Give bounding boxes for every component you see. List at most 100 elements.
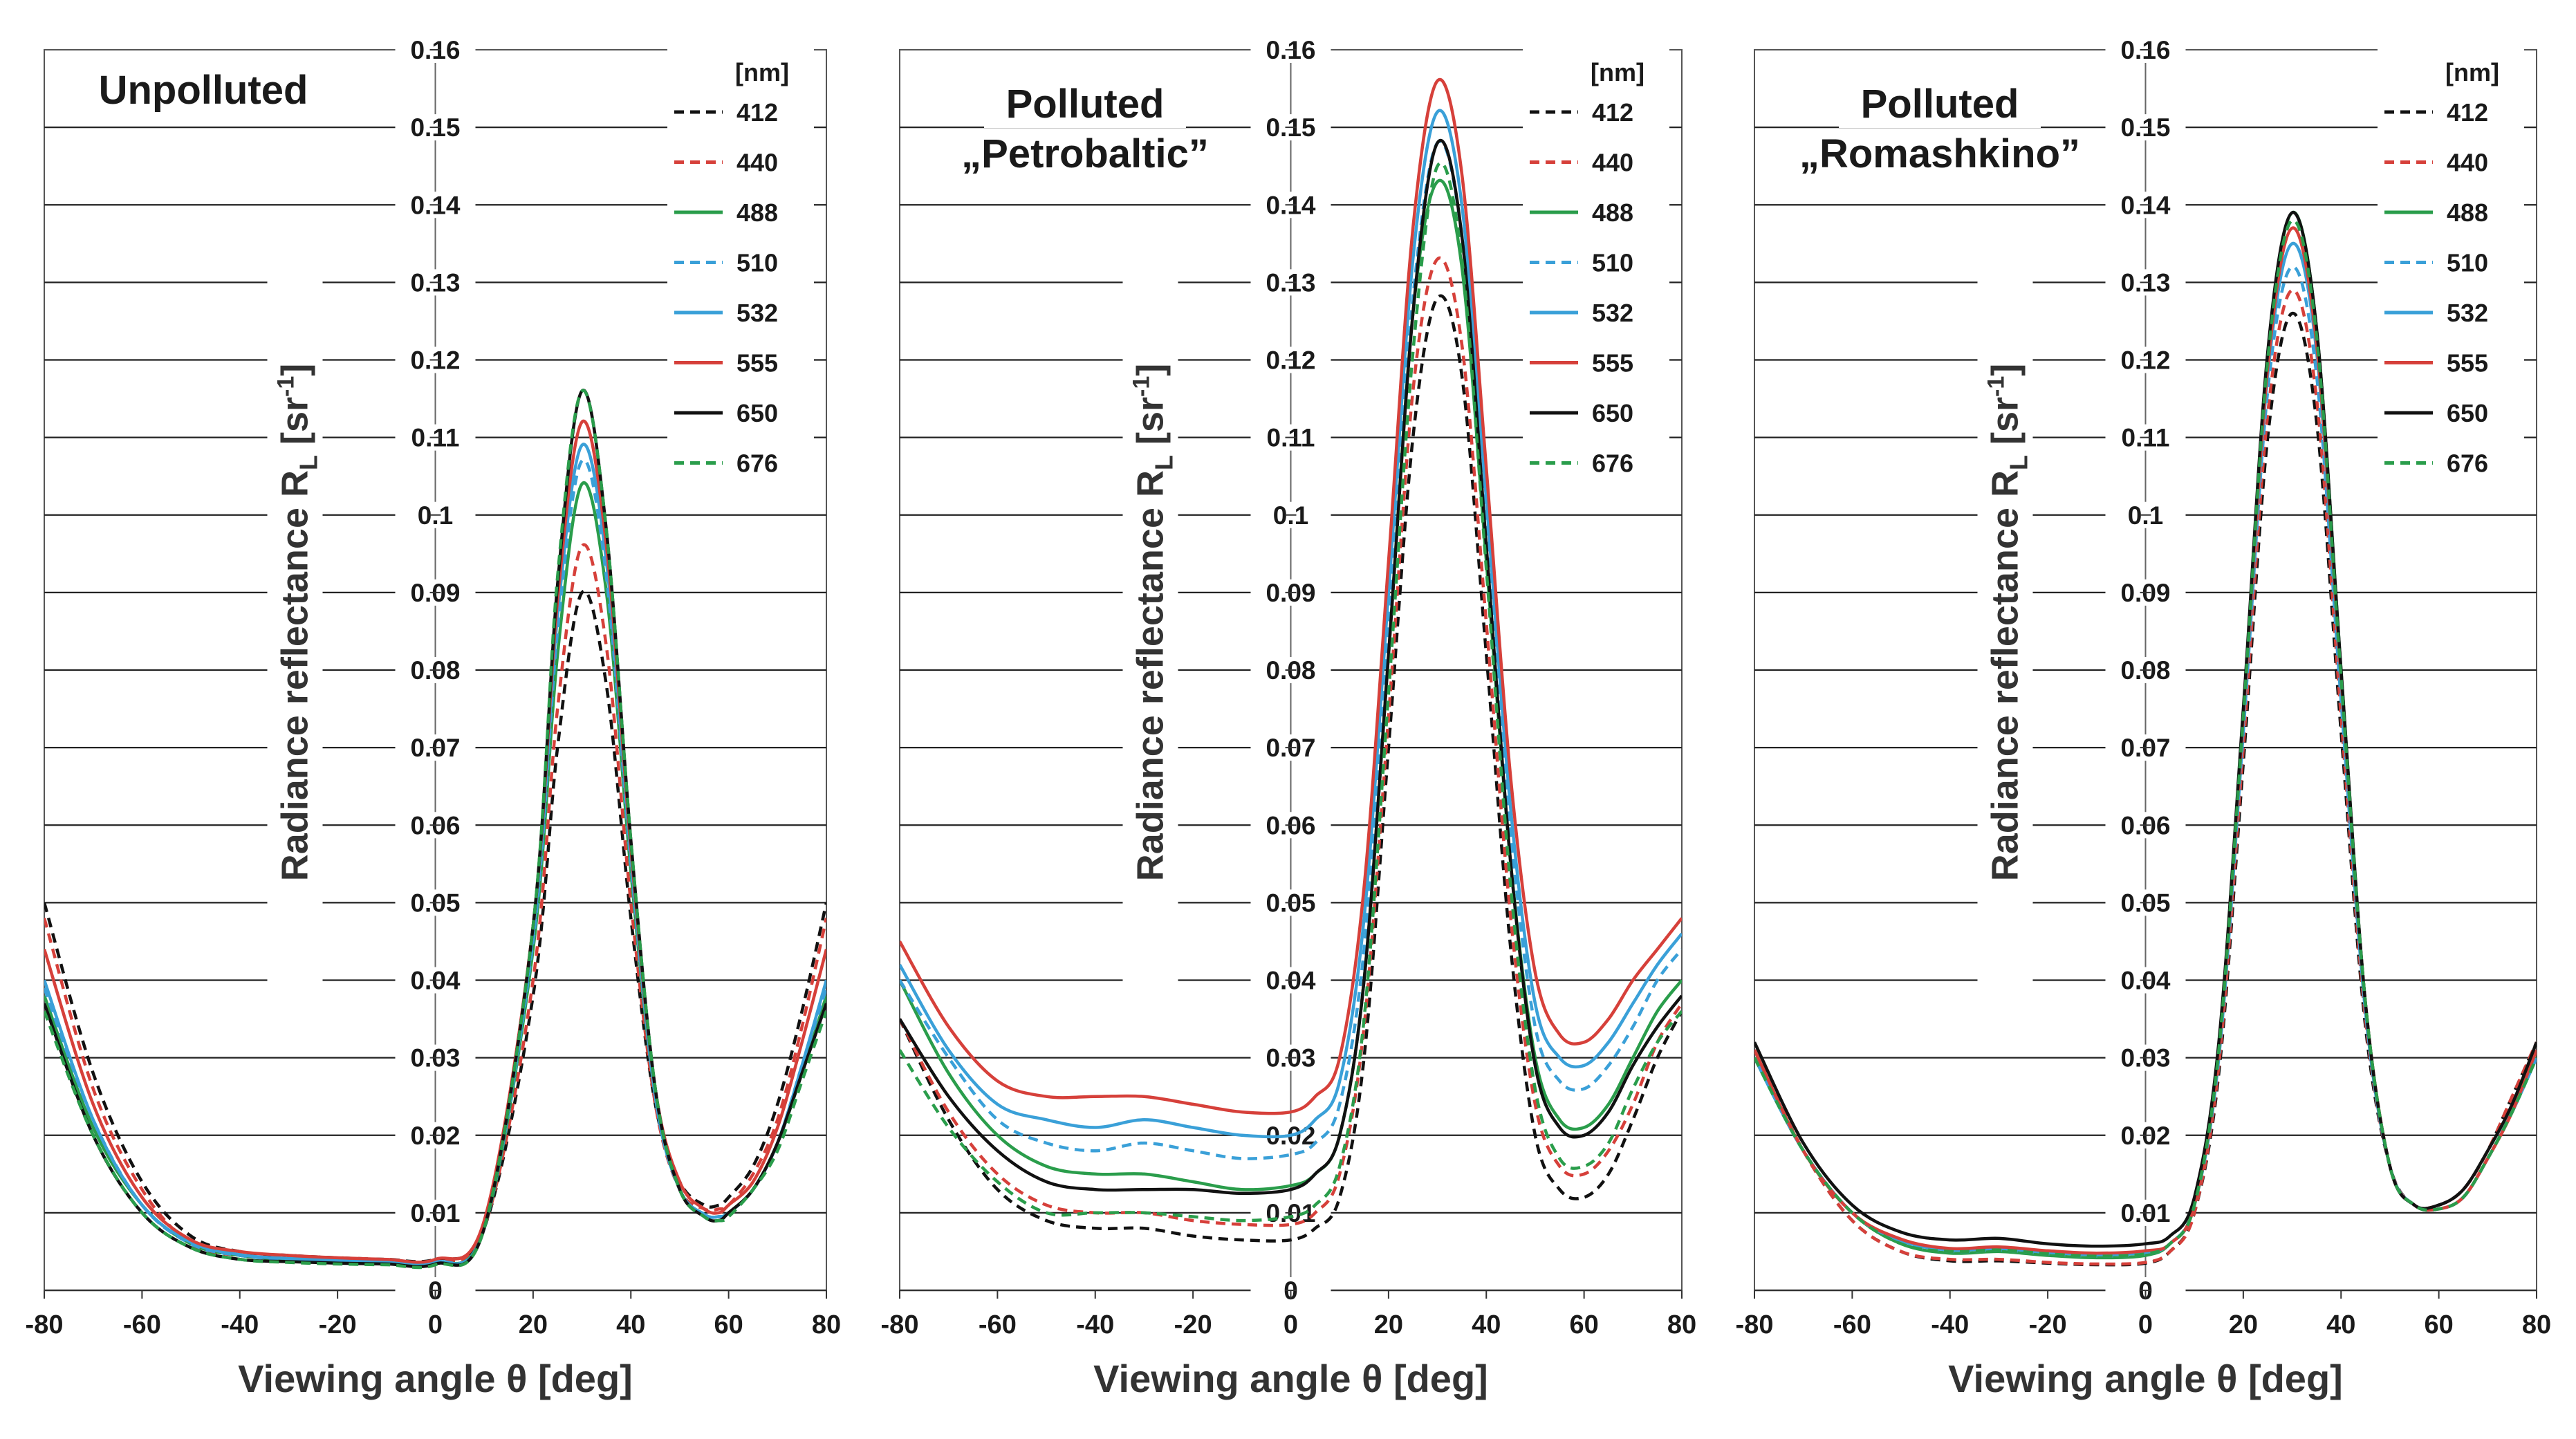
x-tick-label: 20 xyxy=(519,1310,548,1339)
x-tick-label: -80 xyxy=(26,1310,64,1339)
panel-1: 00.010.020.030.040.050.060.070.080.090.1… xyxy=(26,36,842,1400)
series-line-510 xyxy=(900,140,1682,1160)
panel-title: Unpolluted xyxy=(99,68,308,113)
panel-title: „Romashkino” xyxy=(1799,131,2080,176)
legend-label-440: 440 xyxy=(736,149,778,177)
x-tick-label: 80 xyxy=(812,1310,841,1339)
y-axis-title-unit-close: ] xyxy=(1130,364,1171,376)
y-axis-title-main: Radiance reflectance xyxy=(1130,508,1171,881)
y-axis-title-background xyxy=(267,249,323,996)
x-axis-title: Viewing angle θ [deg] xyxy=(1948,1357,2343,1400)
x-tick-label: 60 xyxy=(2424,1310,2453,1339)
x-tick-label: 80 xyxy=(1667,1310,1696,1339)
legend-label-555: 555 xyxy=(2447,349,2488,378)
x-tick-label: 0 xyxy=(2138,1310,2153,1339)
panel-title: Polluted xyxy=(1006,82,1165,127)
panel-2: 00.010.020.030.040.050.060.070.080.090.1… xyxy=(881,36,1697,1400)
y-axis-title-subscript: L xyxy=(1150,455,1178,470)
x-tick-label: -40 xyxy=(1076,1310,1114,1339)
y-axis-title-unit-superscript: -1 xyxy=(1983,376,2010,397)
panel-title-background xyxy=(1792,129,2088,178)
x-tick-label: 0 xyxy=(1284,1310,1298,1339)
x-tick-label: 20 xyxy=(2229,1310,2258,1339)
legend-label-488: 488 xyxy=(1592,198,1633,227)
legend-label-650: 650 xyxy=(1592,399,1633,427)
legend-unit: [nm] xyxy=(1591,58,1644,86)
series-lines xyxy=(44,389,826,1270)
series-line-676 xyxy=(44,389,826,1270)
panel-title: Polluted xyxy=(1861,82,2019,127)
x-tick-label: 60 xyxy=(714,1310,743,1339)
x-tick-label: -20 xyxy=(1174,1310,1212,1339)
series-line-412 xyxy=(900,294,1682,1243)
x-tick-label: -20 xyxy=(319,1310,357,1339)
legend-label-440: 440 xyxy=(1592,149,1633,177)
y-axis-title-symbol: R xyxy=(1985,470,2026,497)
x-tick-label: -80 xyxy=(1736,1310,1774,1339)
y-axis-title-main: Radiance reflectance xyxy=(275,508,316,881)
x-tick-label: -60 xyxy=(1833,1310,1871,1339)
y-axis-title-subscript: L xyxy=(295,455,323,470)
legend-background xyxy=(667,46,814,510)
legend-label-510: 510 xyxy=(736,249,778,277)
series-lines xyxy=(900,77,1682,1243)
y-axis-title-gap xyxy=(1130,497,1171,508)
legend-label-532: 532 xyxy=(736,299,778,327)
y-axis-title-gap xyxy=(275,497,316,508)
y-axis-title-gap xyxy=(1985,497,2026,508)
legend-label-676: 676 xyxy=(1592,449,1633,478)
legend-label-412: 412 xyxy=(1592,98,1633,127)
y-axis-title-background xyxy=(1122,249,1178,996)
series-line-650 xyxy=(900,138,1682,1196)
y-axis-title-background xyxy=(1977,249,2033,996)
series-line-676 xyxy=(1754,219,2537,1258)
x-tick-label: -60 xyxy=(123,1310,161,1339)
series-line-532 xyxy=(900,109,1682,1139)
x-tick-label: -20 xyxy=(2029,1310,2067,1339)
y-axis-title-gap xyxy=(275,445,316,455)
legend-label-650: 650 xyxy=(2447,399,2488,427)
legend-label-650: 650 xyxy=(736,399,778,427)
legend-label-676: 676 xyxy=(2447,449,2488,478)
legend-background xyxy=(1523,46,1669,510)
legend-unit: [nm] xyxy=(2445,58,2499,86)
legend-label-532: 532 xyxy=(1592,299,1633,327)
y-axis-title-symbol: R xyxy=(275,470,316,497)
legend-label-488: 488 xyxy=(2447,198,2488,227)
legend-label-488: 488 xyxy=(736,198,778,227)
x-axis-title: Viewing angle θ [deg] xyxy=(1093,1357,1488,1400)
legend-label-412: 412 xyxy=(736,98,778,127)
panel-title-background xyxy=(1839,80,2041,128)
y-axis-title-main: Radiance reflectance xyxy=(1985,508,2026,881)
legend-unit: [nm] xyxy=(735,58,789,86)
y-axis-title: Radiance reflectance RL [sr-1] xyxy=(1983,364,2033,882)
x-tick-label: -40 xyxy=(221,1310,259,1339)
y-axis-title-unit: [sr xyxy=(1130,397,1171,445)
x-tick-label: -60 xyxy=(979,1310,1017,1339)
panel-title-background xyxy=(79,66,328,114)
x-tick-label: 40 xyxy=(2326,1310,2355,1339)
legend-label-510: 510 xyxy=(1592,249,1633,277)
series-lines xyxy=(1754,210,2537,1267)
legend-label-555: 555 xyxy=(1592,349,1633,378)
y-axis-title-gap xyxy=(1130,445,1171,455)
legend-label-555: 555 xyxy=(736,349,778,378)
panel-title-background xyxy=(984,80,1186,128)
x-tick-label: 80 xyxy=(2522,1310,2551,1339)
y-axis-title-gap xyxy=(1985,445,2026,455)
panel-title: „Petrobaltic” xyxy=(961,131,1209,176)
legend-label-532: 532 xyxy=(2447,299,2488,327)
series-line-555 xyxy=(900,77,1682,1115)
legend-label-510: 510 xyxy=(2447,249,2488,277)
x-tick-label: 40 xyxy=(616,1310,645,1339)
legend-label-412: 412 xyxy=(2447,98,2488,127)
panel-title-background xyxy=(925,129,1245,178)
legend-label-676: 676 xyxy=(736,449,778,478)
y-axis-title-unit-superscript: -1 xyxy=(273,376,299,397)
y-axis-title-symbol: R xyxy=(1130,470,1171,497)
y-axis-title-unit: [sr xyxy=(1985,397,2026,445)
x-axis-title: Viewing angle θ [deg] xyxy=(238,1357,633,1400)
y-axis-title-unit-superscript: -1 xyxy=(1129,376,1155,397)
